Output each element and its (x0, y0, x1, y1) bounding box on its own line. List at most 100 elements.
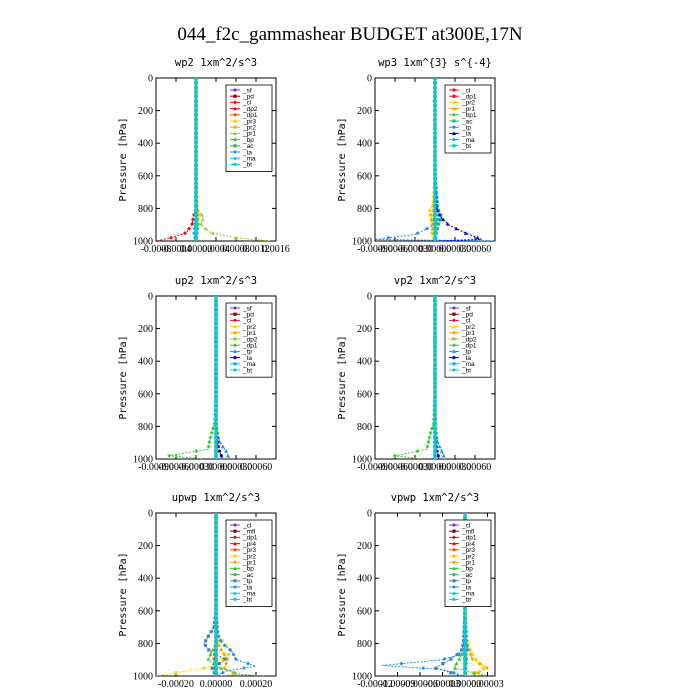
x-tick-label: -0.00090 (357, 462, 393, 473)
legend-label: _pr3 (242, 547, 256, 554)
series-marker (194, 126, 198, 130)
series-marker (433, 117, 437, 121)
series-marker (214, 602, 218, 606)
series-marker (214, 671, 218, 675)
series-marker (194, 80, 198, 85)
series-marker (433, 296, 437, 298)
series-marker (433, 122, 437, 126)
legend-label: _pr2 (461, 100, 475, 107)
legend-label: _sf (461, 305, 471, 312)
x-tick-label: -0.00030 (397, 462, 433, 473)
series-marker (433, 80, 437, 85)
series-marker (194, 103, 198, 107)
legend-marker (452, 579, 456, 583)
series-marker (214, 421, 218, 426)
series-marker (214, 417, 218, 422)
series-marker (219, 454, 223, 458)
y-tick-label: 200 (357, 106, 372, 117)
series-marker (194, 94, 198, 98)
series-marker (194, 204, 198, 208)
legend-label: _bt (461, 143, 471, 150)
legend-marker (452, 318, 456, 323)
series-marker (214, 376, 218, 381)
x-tick-label: -0.0004 (161, 244, 192, 255)
series-marker (484, 666, 489, 671)
legend-marker (233, 306, 237, 310)
series-marker (194, 199, 198, 203)
y-tick-label: 800 (138, 422, 153, 433)
series-marker (206, 657, 211, 661)
series-line (215, 513, 238, 676)
series-marker (194, 117, 198, 121)
x-tick-label: -0.00060 (377, 462, 413, 473)
series-marker (433, 167, 437, 171)
series-marker (233, 657, 238, 662)
y-tick-label: 600 (357, 171, 372, 182)
series-marker (174, 671, 178, 675)
series-marker (445, 222, 450, 226)
series-marker (214, 440, 218, 445)
legend-label: _cl (242, 100, 252, 107)
series-marker (214, 588, 218, 593)
series-marker (214, 412, 218, 417)
x-tick-label: 0.00060 (459, 462, 492, 473)
series-marker (194, 190, 198, 194)
series-marker (433, 444, 437, 449)
legend-marker (233, 554, 237, 558)
panel-title: up2 1xm^2/s^3 (175, 275, 257, 287)
series-marker (453, 666, 458, 670)
series-marker (459, 652, 464, 657)
series-marker (207, 648, 211, 652)
legend-marker (452, 554, 456, 558)
series-marker (433, 144, 437, 149)
series-marker (463, 513, 467, 515)
series-marker (433, 430, 437, 435)
y-tick-label: 600 (357, 606, 372, 617)
series-marker (194, 195, 198, 199)
legend-marker (233, 548, 237, 552)
series-marker (426, 440, 431, 445)
series-marker (214, 426, 218, 431)
y-tick-label: 1000 (352, 237, 372, 248)
x-tick-label: 0.0004 (202, 244, 230, 255)
series-marker (211, 426, 216, 431)
series-marker (194, 181, 198, 185)
legend-label: _pr4 (461, 541, 475, 548)
y-tick-label: 1000 (352, 455, 372, 466)
series-marker (436, 217, 440, 222)
legend-label: _ta (242, 149, 252, 156)
legend-marker (233, 523, 237, 527)
series-marker (433, 217, 437, 222)
y-tick-label: 1000 (133, 455, 153, 466)
series-marker (209, 630, 213, 634)
series-marker (463, 620, 467, 625)
y-axis-label: Pressure [hPa] (118, 552, 129, 636)
series-marker (214, 657, 218, 661)
y-tick-label: 600 (138, 606, 153, 617)
series-marker (194, 227, 198, 231)
x-tick-label: 0.00060 (240, 462, 273, 473)
series-line (428, 78, 436, 241)
legend-label: _ma (242, 156, 256, 163)
series-marker (212, 671, 216, 675)
series-marker (190, 222, 195, 227)
series-marker (214, 520, 218, 524)
y-tick-label: 400 (138, 357, 153, 368)
series-marker (214, 607, 218, 611)
legend-label: _pr2 (242, 125, 256, 132)
series-marker (194, 185, 198, 190)
series-marker (214, 398, 218, 403)
series-marker (214, 362, 218, 367)
panel-title: vpwp 1xm^2/s^3 (391, 492, 480, 504)
y-tick-label: 600 (138, 171, 153, 182)
series-marker (194, 222, 198, 226)
series-marker (214, 639, 218, 643)
series-marker (433, 398, 437, 403)
series-marker (433, 94, 437, 98)
series-marker (433, 421, 437, 426)
legend-marker (233, 113, 237, 117)
legend-label: _dp2 (242, 106, 258, 113)
series-marker (210, 647, 215, 652)
series-marker (208, 435, 213, 440)
